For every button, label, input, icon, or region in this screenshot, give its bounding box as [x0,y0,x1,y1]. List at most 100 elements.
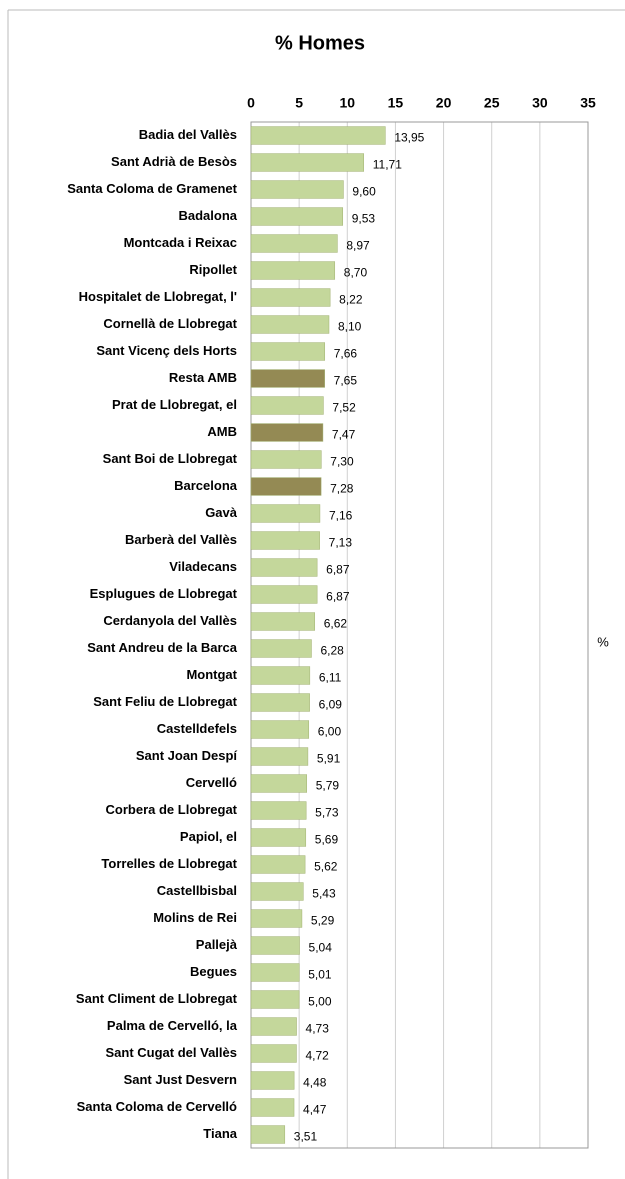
bar [250,936,300,955]
x-tick-label: 0 [247,95,255,111]
value-label: 5,73 [315,806,339,820]
value-label: 5,00 [308,995,332,1009]
y-tick-label: Torrelles de Llobregat [101,856,237,871]
y-tick-label: Cerdanyola del Vallès [103,613,237,628]
y-tick-label: Sant Cugat del Vallès [106,1045,238,1060]
bar [250,450,322,469]
y-tick-label: Montgat [186,667,237,682]
y-tick-label: Begues [190,964,237,979]
bar [250,1125,286,1144]
value-label: 8,70 [344,266,368,280]
value-label: 5,43 [312,887,336,901]
bar [250,720,310,739]
bar [250,882,304,901]
y-tick-label: Viladecans [169,559,237,574]
y-tick-label: Sant Boi de Llobregat [103,451,238,466]
value-label: 9,60 [352,185,376,199]
value-label: 5,91 [317,752,341,766]
value-label: 6,09 [319,698,343,712]
y-tick-label: Sant Andreu de la Barca [87,640,238,655]
y-tick-label: Sant Feliu de Llobregat [93,694,237,709]
y-tick-label: Prat de Llobregat, el [112,397,237,412]
value-label: 4,73 [306,1022,330,1036]
y-tick-label: Sant Climent de Llobregat [76,991,238,1006]
y-tick-label: Santa Coloma de Cervelló [77,1099,237,1114]
y-tick-label: Ripollet [189,262,237,277]
y-tick-label: Badalona [178,208,237,223]
value-label: 6,00 [318,725,342,739]
bar [250,423,324,442]
bar [250,315,330,334]
bar [250,288,331,307]
y-tick-label: Tiana [203,1126,237,1141]
value-label: 13,95 [394,131,424,145]
bar [250,747,309,766]
bar [250,585,318,604]
y-tick-label: Cornellà de Llobregat [103,316,237,331]
value-label: 6,87 [326,563,350,577]
x-tick-label: 5 [295,95,303,111]
value-label: 7,65 [334,374,358,388]
bar [250,531,320,550]
y-tick-label: Corbera de Llobregat [106,802,238,817]
bar [250,801,307,820]
y-tick-label: Resta AMB [169,370,237,385]
x-tick-label: 15 [388,95,404,111]
value-label: 5,29 [311,914,335,928]
bar [250,855,306,874]
y-tick-label: AMB [207,424,237,439]
x-tick-label: 25 [484,95,500,111]
value-label: 6,11 [319,671,342,685]
bar [250,1071,295,1090]
y-tick-label: Gavà [205,505,238,520]
value-label: 7,30 [330,455,354,469]
value-label: 4,47 [303,1103,327,1117]
bar [250,990,300,1009]
bar [250,342,326,361]
bar [250,558,318,577]
x-axis-label: % [597,634,609,649]
value-label: 4,48 [303,1076,327,1090]
bar [250,639,312,658]
bar [250,963,300,982]
bar [250,396,324,415]
y-tick-label: Sant Just Desvern [124,1072,237,1087]
bar [250,693,310,712]
value-label: 6,62 [324,617,348,631]
chart-title: % Homes [275,32,365,54]
bar [250,180,344,199]
value-label: 11,71 [373,158,402,172]
value-label: 7,52 [332,401,356,415]
value-label: 8,10 [338,320,362,334]
y-tick-label: Montcada i Reixac [124,235,237,250]
bar [250,1044,297,1063]
x-tick-label: 20 [436,95,452,111]
y-tick-label: Castellbisbal [157,883,237,898]
value-label: 3,51 [294,1130,318,1144]
bar [250,612,315,631]
value-label: 5,01 [308,968,332,982]
value-label: 7,47 [332,428,356,442]
y-tick-label: Badia del Vallès [139,127,237,142]
y-tick-label: Esplugues de Llobregat [90,586,238,601]
value-label: 5,69 [315,833,339,847]
bar [250,504,321,523]
value-label: 4,72 [305,1049,329,1063]
value-label: 7,13 [329,536,353,550]
bar [250,369,325,388]
value-label: 5,62 [314,860,338,874]
value-label: 5,79 [316,779,340,793]
bar [250,828,307,847]
bar [250,666,311,685]
value-label: 7,28 [330,482,354,496]
y-tick-label: Sant Adrià de Besòs [111,154,237,169]
value-label: 5,04 [309,941,333,955]
y-tick-label: Palma de Cervelló, la [107,1018,238,1033]
bar [250,234,338,253]
y-tick-label: Pallejà [196,937,238,952]
plot-frame [250,121,589,1149]
y-tick-label: Santa Coloma de Gramenet [67,181,237,196]
value-label: 8,22 [339,293,363,307]
value-label: 6,87 [326,590,350,604]
bar [250,1017,297,1036]
